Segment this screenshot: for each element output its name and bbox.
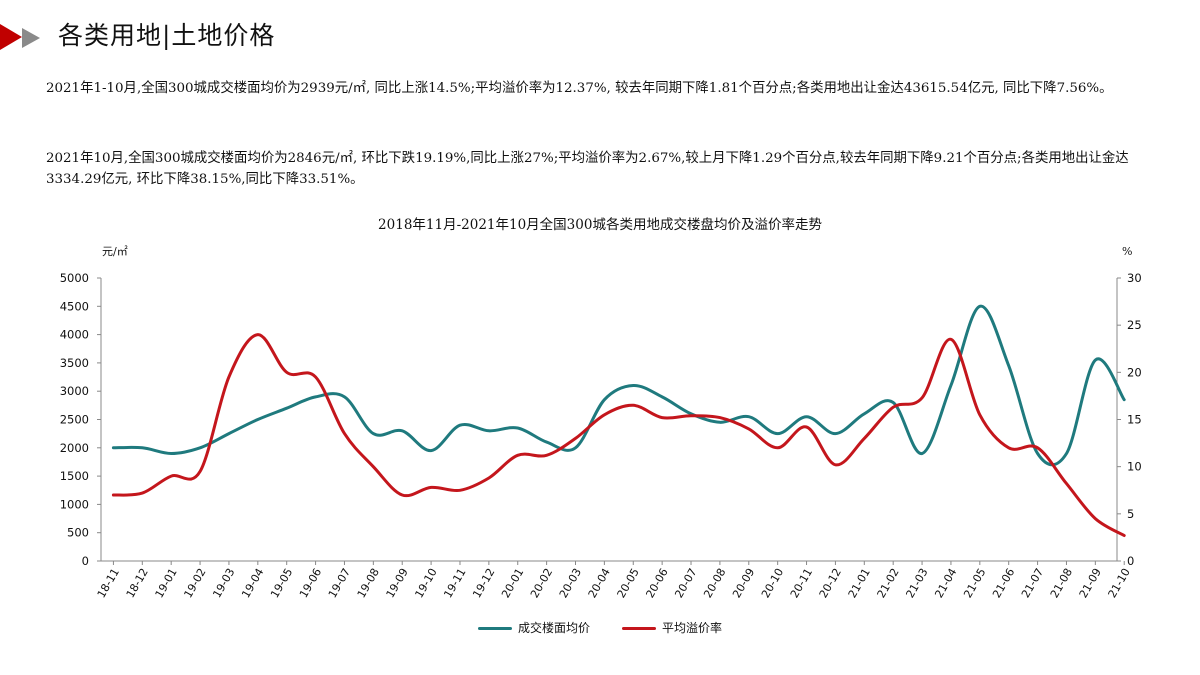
left-tick-label: 0 xyxy=(82,554,89,568)
legend-swatch-price xyxy=(478,627,512,630)
x-tick-label: 21-06 xyxy=(990,566,1017,600)
legend-label-price: 成交楼面均价 xyxy=(518,621,591,635)
legend-label-premium: 平均溢价率 xyxy=(662,621,723,635)
x-tick-label: 21-03 xyxy=(903,566,930,600)
left-tick-label: 3000 xyxy=(60,384,89,398)
chart-lines xyxy=(111,304,1126,537)
right-tick-label: 0 xyxy=(1127,554,1134,568)
x-tick-label: 19-01 xyxy=(153,566,180,600)
left-tick-label: 2500 xyxy=(60,413,89,427)
left-tick-label: 500 xyxy=(67,526,89,540)
chart-title: 2018年11月-2021年10月全国300城各类用地成交楼盘均价及溢价率走势 xyxy=(378,216,822,233)
left-tick-label: 1500 xyxy=(60,469,89,483)
x-tick-label: 19-09 xyxy=(384,566,411,600)
x-tick-label: 19-07 xyxy=(326,566,353,600)
x-tick-label: 18-12 xyxy=(124,566,151,600)
x-tick-label: 20-05 xyxy=(615,566,642,600)
x-tick-label: 19-02 xyxy=(181,566,208,600)
x-tick-label: 21-02 xyxy=(875,566,902,600)
right-tick-label: 30 xyxy=(1127,271,1142,285)
x-tick-label: 20-07 xyxy=(672,566,699,600)
title-gray-mark xyxy=(22,28,40,48)
title-bar: 各类用地|土地价格 xyxy=(0,10,1200,58)
left-tick-label: 5000 xyxy=(60,271,89,285)
x-tick-label: 20-08 xyxy=(701,566,728,600)
x-tick-label: 21-08 xyxy=(1048,566,1075,600)
page-title: 各类用地|土地价格 xyxy=(58,21,276,50)
x-tick-label: 19-06 xyxy=(297,566,324,600)
right-tick-label: 5 xyxy=(1127,507,1134,521)
right-tick-label: 10 xyxy=(1127,460,1142,474)
left-tick-label: 3500 xyxy=(60,356,89,370)
x-tick-label: 19-08 xyxy=(355,566,382,600)
x-tick-label: 20-11 xyxy=(788,566,815,600)
left-tick-label: 4500 xyxy=(60,299,89,313)
x-tick-label: 20-06 xyxy=(643,566,670,600)
legend-swatch-premium xyxy=(622,627,656,630)
x-tick-label: 20-01 xyxy=(499,566,526,600)
x-tick-label: 20-04 xyxy=(586,566,613,600)
right-axis-unit: % xyxy=(1122,245,1132,258)
x-tick-label: 21-07 xyxy=(1019,566,1046,600)
x-tick-label: 19-10 xyxy=(412,566,439,600)
right-tick-label: 20 xyxy=(1127,365,1142,379)
price-premium-chart: 2018年11月-2021年10月全国300城各类用地成交楼盘均价及溢价率走势 … xyxy=(60,216,1142,600)
x-tick-label: 19-11 xyxy=(441,566,468,600)
title-red-mark xyxy=(0,24,22,50)
right-tick-label: 15 xyxy=(1127,413,1142,427)
x-tick-label: 18-11 xyxy=(95,566,122,600)
x-tick-label: 21-10 xyxy=(1106,566,1133,600)
right-tick-label: 25 xyxy=(1127,318,1142,332)
summary-paragraph-october: 2021年10月,全国300城成交楼面均价为2846元/㎡, 环比下跌19.19… xyxy=(46,151,1129,187)
legend-item-price: 成交楼面均价 xyxy=(478,619,590,636)
x-tick-label: 20-09 xyxy=(730,566,757,600)
x-tick-label: 21-04 xyxy=(932,566,959,600)
x-tick-label: 20-02 xyxy=(528,566,555,600)
x-tick-label: 20-03 xyxy=(557,566,584,600)
left-tick-label: 1000 xyxy=(60,497,89,511)
x-tick-label: 19-05 xyxy=(268,566,295,600)
x-tick-label: 20-10 xyxy=(759,566,786,600)
series-line-premium xyxy=(111,333,1126,537)
series-line-price xyxy=(111,304,1126,467)
left-axis-unit: 元/㎡ xyxy=(102,245,128,258)
left-tick-label: 2000 xyxy=(60,441,89,455)
x-tick-label: 21-05 xyxy=(961,566,988,600)
x-tick-label: 21-01 xyxy=(846,566,873,600)
x-tick-label: 21-09 xyxy=(1077,566,1104,600)
x-tick-label: 20-12 xyxy=(817,566,844,600)
x-tick-label: 19-04 xyxy=(239,566,266,600)
left-tick-label: 4000 xyxy=(60,328,89,342)
legend-item-premium: 平均溢价率 xyxy=(622,619,722,636)
x-tick-label: 19-03 xyxy=(210,566,237,600)
chart-legend: 成交楼面均价 平均溢价率 xyxy=(0,619,1200,639)
x-tick-label: 19-12 xyxy=(470,566,497,600)
summary-paragraph-ytd: 2021年1-10月,全国300城成交楼面均价为2939元/㎡, 同比上涨14.… xyxy=(46,81,1113,96)
